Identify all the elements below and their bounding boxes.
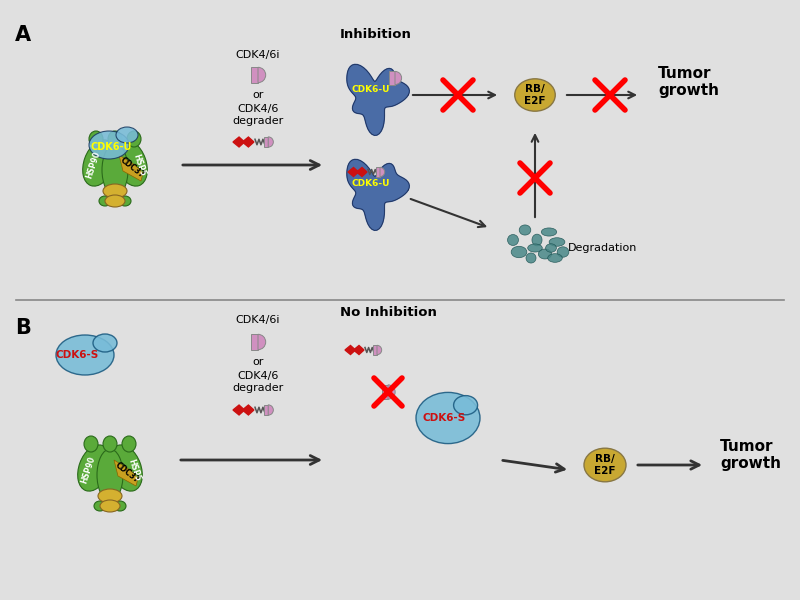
Wedge shape <box>395 71 402 85</box>
Ellipse shape <box>94 501 106 511</box>
Ellipse shape <box>548 254 562 262</box>
Ellipse shape <box>56 335 114 375</box>
Polygon shape <box>233 137 245 147</box>
Ellipse shape <box>110 445 142 491</box>
Text: Tumor
growth: Tumor growth <box>658 66 719 98</box>
Bar <box>376 167 380 176</box>
Bar <box>389 71 395 85</box>
Polygon shape <box>348 167 358 176</box>
Text: RB/
E2F: RB/ E2F <box>524 84 546 106</box>
Bar <box>251 67 258 83</box>
Bar <box>263 405 268 415</box>
Ellipse shape <box>546 244 557 252</box>
Text: or: or <box>252 357 264 367</box>
Text: B: B <box>15 318 31 338</box>
Wedge shape <box>380 167 385 176</box>
Polygon shape <box>242 137 254 147</box>
Text: CDK6-S: CDK6-S <box>55 350 98 360</box>
Ellipse shape <box>532 234 542 246</box>
Polygon shape <box>357 167 367 176</box>
Wedge shape <box>388 385 395 399</box>
Ellipse shape <box>542 228 557 236</box>
Ellipse shape <box>78 445 110 491</box>
Ellipse shape <box>103 184 127 198</box>
Text: Tumor
growth: Tumor growth <box>720 439 781 471</box>
Ellipse shape <box>93 334 117 352</box>
Wedge shape <box>377 346 382 355</box>
Ellipse shape <box>416 392 480 443</box>
Ellipse shape <box>119 196 131 206</box>
Ellipse shape <box>105 195 125 207</box>
Ellipse shape <box>98 489 122 503</box>
Text: HSP5: HSP5 <box>131 153 146 177</box>
Polygon shape <box>354 346 364 355</box>
Text: CDK4/6i: CDK4/6i <box>236 315 280 325</box>
Text: Inhibition: Inhibition <box>340 28 412 41</box>
Polygon shape <box>119 155 143 181</box>
Text: HSP90: HSP90 <box>84 150 102 180</box>
Ellipse shape <box>102 144 128 196</box>
Ellipse shape <box>89 131 103 147</box>
Text: HSP5: HSP5 <box>126 458 142 482</box>
Text: RB/
E2F: RB/ E2F <box>594 454 616 476</box>
Text: CDK4/6i: CDK4/6i <box>236 50 280 60</box>
Ellipse shape <box>122 436 136 452</box>
Bar <box>263 137 268 147</box>
Text: CDK6-U: CDK6-U <box>352 85 390 94</box>
Wedge shape <box>258 334 266 350</box>
Text: CDK4/6
degrader: CDK4/6 degrader <box>232 104 284 126</box>
Text: CDK6-U: CDK6-U <box>352 179 390 188</box>
Polygon shape <box>233 405 245 415</box>
Wedge shape <box>258 67 266 83</box>
Text: A: A <box>15 25 31 45</box>
Polygon shape <box>345 346 355 355</box>
Ellipse shape <box>103 436 117 452</box>
Ellipse shape <box>507 235 518 245</box>
Ellipse shape <box>526 253 536 263</box>
Polygon shape <box>347 64 410 136</box>
Ellipse shape <box>89 131 129 159</box>
Ellipse shape <box>519 225 530 235</box>
Ellipse shape <box>557 247 569 257</box>
Ellipse shape <box>84 436 98 452</box>
Wedge shape <box>268 405 274 415</box>
Polygon shape <box>242 405 254 415</box>
Text: CDK6-S: CDK6-S <box>422 413 466 423</box>
Bar <box>382 385 388 399</box>
Ellipse shape <box>528 244 542 252</box>
Text: CDC37: CDC37 <box>113 461 141 485</box>
Text: CDK4/6
degrader: CDK4/6 degrader <box>232 371 284 393</box>
Ellipse shape <box>116 127 138 143</box>
Polygon shape <box>347 160 410 230</box>
Text: CDC37: CDC37 <box>118 156 146 180</box>
Ellipse shape <box>454 395 478 415</box>
Ellipse shape <box>514 79 555 111</box>
Text: CDK6-U: CDK6-U <box>90 142 132 152</box>
Bar <box>373 346 377 355</box>
Text: Degradation: Degradation <box>568 243 638 253</box>
Text: No Inhibition: No Inhibition <box>340 307 437 319</box>
Ellipse shape <box>108 131 122 147</box>
Ellipse shape <box>127 131 141 147</box>
Ellipse shape <box>538 249 552 259</box>
Polygon shape <box>114 460 138 486</box>
Ellipse shape <box>511 246 527 258</box>
Ellipse shape <box>114 140 147 186</box>
Ellipse shape <box>99 196 111 206</box>
Ellipse shape <box>114 501 126 511</box>
Ellipse shape <box>100 500 120 512</box>
Wedge shape <box>268 137 274 147</box>
Text: HSP90: HSP90 <box>79 455 97 485</box>
Bar <box>251 334 258 350</box>
Ellipse shape <box>584 448 626 482</box>
Ellipse shape <box>549 238 565 246</box>
Ellipse shape <box>82 140 115 186</box>
Ellipse shape <box>97 449 123 501</box>
Text: or: or <box>252 90 264 100</box>
